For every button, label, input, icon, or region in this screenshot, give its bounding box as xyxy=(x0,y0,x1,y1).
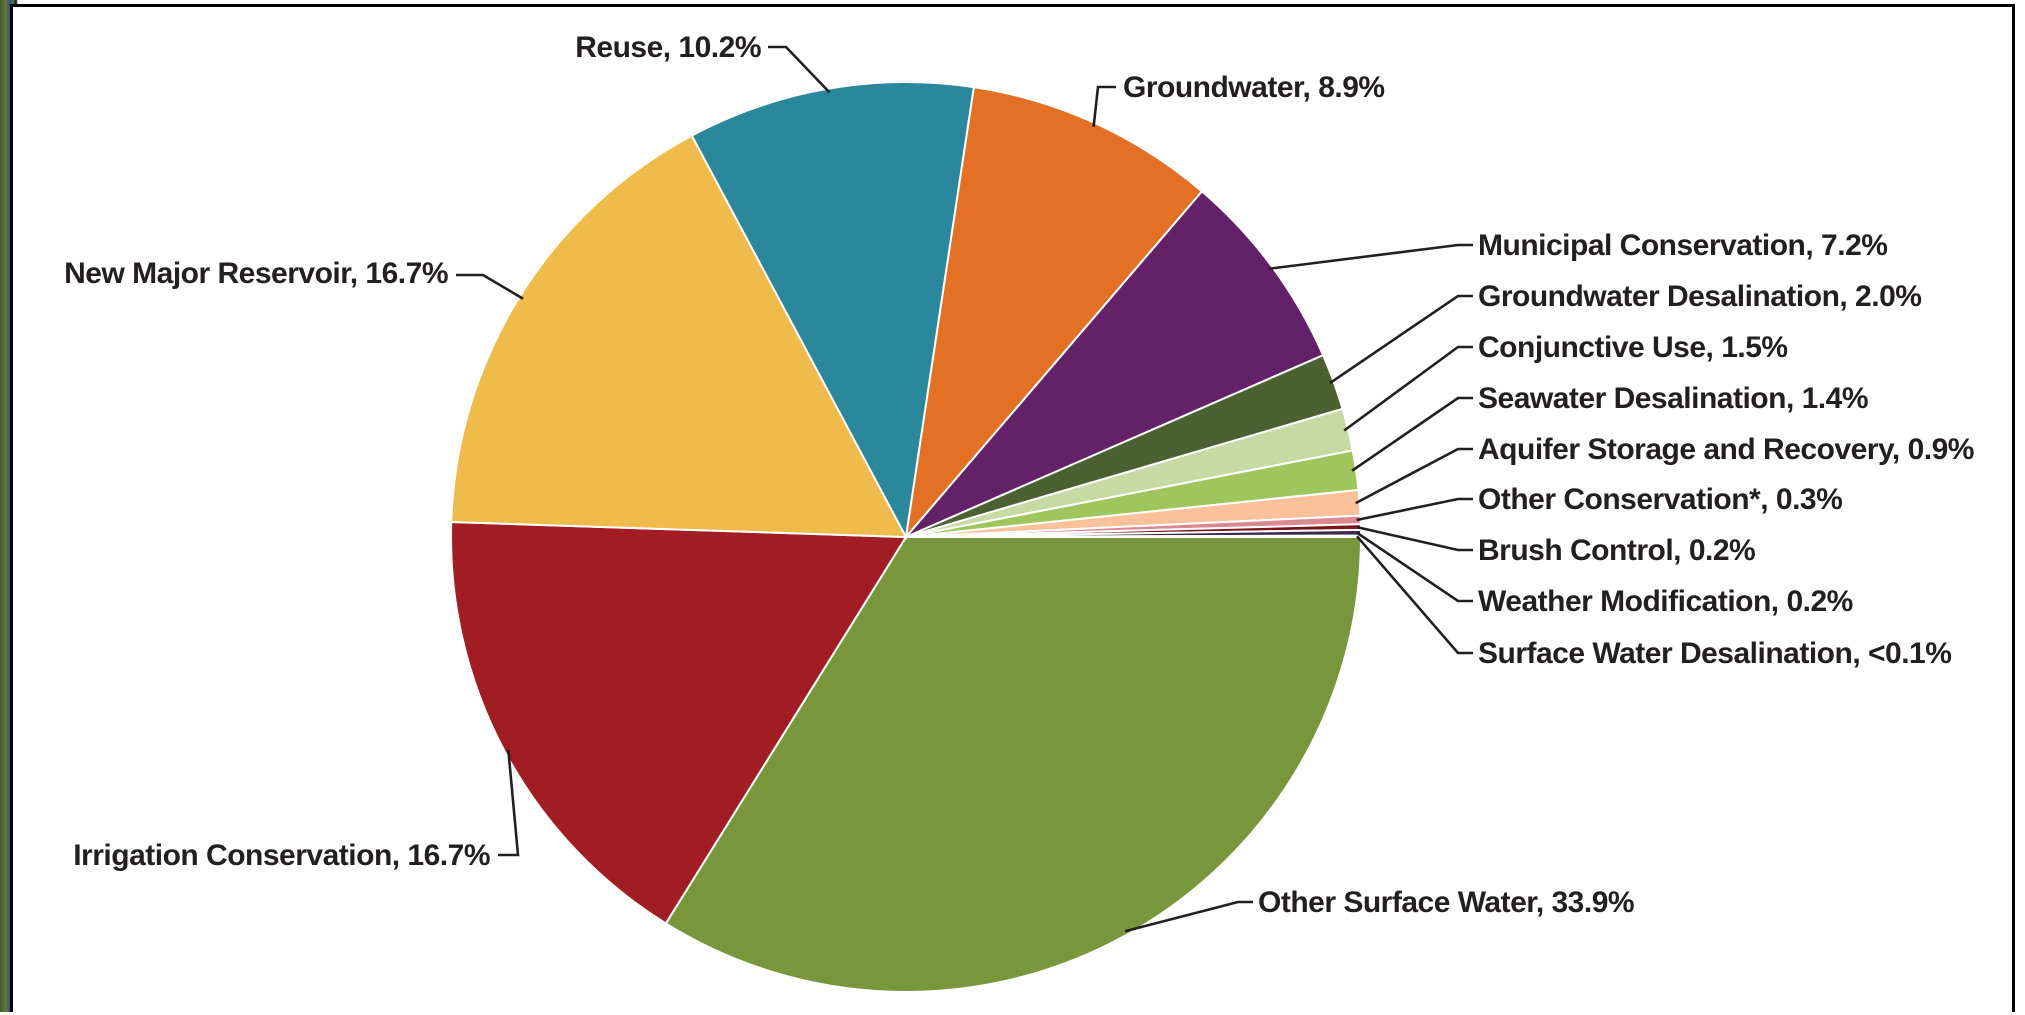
slice-label-brush-control: Brush Control, 0.2% xyxy=(1478,534,1755,567)
slice-label-other-surface-water: Other Surface Water, 33.9% xyxy=(1258,886,1634,919)
slice-label-irrigation-conservation: Irrigation Conservation, 16.7% xyxy=(73,839,490,872)
pie-slice-other-surface-water xyxy=(664,536,1363,993)
leader-line-weather-modification xyxy=(1356,531,1473,603)
leader-line-other-surface-water xyxy=(1124,900,1253,933)
leader-line-groundwater xyxy=(1092,85,1116,128)
leader-line-new-major-reservoir xyxy=(456,273,524,300)
leader-line-aquifer-storage-and-recovery xyxy=(1355,447,1473,505)
slice-label-new-major-reservoir: New Major Reservoir, 16.7% xyxy=(64,257,448,290)
leader-line-reuse xyxy=(768,45,831,94)
slice-label-aquifer-storage-recovery: Aquifer Storage and Recovery, 0.9% xyxy=(1478,433,1974,466)
slice-label-conjunctive-use: Conjunctive Use, 1.5% xyxy=(1478,331,1788,364)
pie-chart: Other Surface Water, 33.9% Irrigation Co… xyxy=(64,31,1974,993)
slice-label-groundwater: Groundwater, 8.9% xyxy=(1123,71,1385,104)
leader-line-conjunctive-use xyxy=(1343,345,1473,432)
leader-line-groundwater-desalination xyxy=(1329,294,1473,385)
pie-slice-municipal-conservation xyxy=(905,189,1325,538)
leader-line-irrigation-conservation xyxy=(498,749,520,857)
slice-label-surface-water-desalination: Surface Water Desalination, <0.1% xyxy=(1478,637,1951,670)
pie-slice-reuse xyxy=(690,80,976,541)
leader-line-other-conservation xyxy=(1356,497,1473,522)
chart-panel: Other Surface Water, 33.9% Irrigation Co… xyxy=(10,4,2015,1012)
slice-label-municipal-conservation: Municipal Conservation, 7.2% xyxy=(1478,229,1887,262)
leader-line-municipal-conservation xyxy=(1268,243,1473,271)
slice-label-other-conservation: Other Conservation*, 0.3% xyxy=(1478,483,1842,516)
slice-label-reuse: Reuse, 10.2% xyxy=(575,31,761,64)
leader-line-brush-control xyxy=(1356,525,1473,552)
slice-label-weather-modification: Weather Modification, 0.2% xyxy=(1478,585,1853,618)
leader-line-surface-water-desalination xyxy=(1356,535,1473,655)
leader-line-seawater-desalination xyxy=(1351,396,1473,472)
label-leader-lines xyxy=(456,45,1473,933)
pie-slices xyxy=(450,80,1363,993)
pie-slice-irrigation-conservation xyxy=(450,520,908,925)
slice-label-seawater-desalination: Seawater Desalination, 1.4% xyxy=(1478,382,1868,415)
slice-label-groundwater-desalination: Groundwater Desalination, 2.0% xyxy=(1478,280,1921,313)
